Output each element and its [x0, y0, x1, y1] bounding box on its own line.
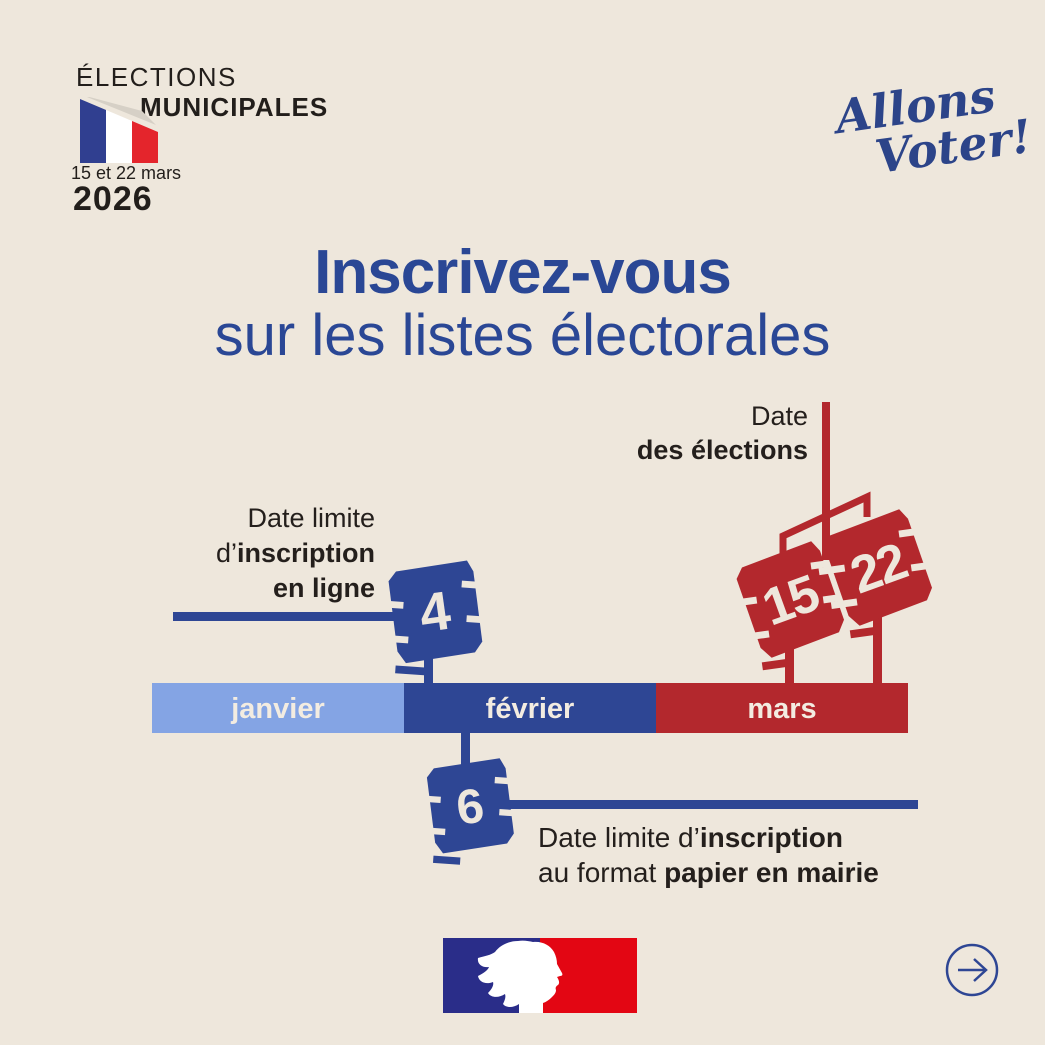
- next-arrow-button[interactable]: [944, 942, 1000, 998]
- online-deadline-label: Date limite d’inscription en ligne: [216, 501, 375, 606]
- page-title: Inscrivez-vous sur les listes électorale…: [0, 242, 1045, 368]
- eyebrow-municipales: MUNICIPALES: [140, 92, 329, 122]
- paper-label-line2-bold: papier en mairie: [664, 857, 879, 888]
- online-label-line: [173, 612, 405, 621]
- elections-bracket: [779, 491, 871, 556]
- month-label-mars: mars: [747, 693, 816, 725]
- marker-badge-22: 22: [818, 509, 938, 639]
- paper-label-line1-pre: Date limite d’: [538, 822, 700, 853]
- title-line1: Inscrivez-vous: [314, 238, 732, 307]
- month-label-janvier: janvier: [230, 693, 325, 725]
- title-line2: sur les listes électorales: [214, 303, 831, 368]
- paper-label-line1-bold: inscription: [699, 822, 843, 853]
- paper-deadline-label: Date limite d’inscription au format papi…: [538, 820, 879, 890]
- elections-label-line: [822, 402, 830, 560]
- marker-badge-4: 4: [378, 560, 492, 676]
- elections-label-line2: des élections: [636, 435, 808, 465]
- arrow-right-icon: [945, 943, 999, 997]
- elections-label-line1: Date: [750, 401, 808, 431]
- eyebrow-elections: ÉLECTIONS: [76, 62, 237, 92]
- header-dates: 15 et 22 mars: [71, 163, 182, 183]
- online-label-line3: en ligne: [272, 573, 375, 603]
- marker-badge-6: 6: [417, 758, 523, 865]
- paper-label-line2-pre: au format: [538, 857, 665, 888]
- elections-date-label: Date des élections: [637, 399, 808, 467]
- french-flag-icon: [80, 97, 158, 163]
- online-label-line2-bold: inscription: [236, 538, 375, 568]
- paper-label-line: [505, 800, 918, 809]
- marker-badge-15: 15: [730, 541, 850, 671]
- marker-6-stem: [461, 733, 470, 775]
- month-label-fevrier: février: [486, 693, 575, 725]
- marker-4-stem: [424, 638, 433, 688]
- marianne-silhouette: [477, 940, 563, 1013]
- month-segment-fevrier: [404, 683, 656, 733]
- online-label-line2-pre: d’: [215, 538, 237, 568]
- month-segment-janvier: [152, 683, 404, 733]
- online-label-line1: Date limite: [247, 503, 375, 533]
- marianne-logo: [443, 938, 637, 1013]
- month-segment-mars: [656, 683, 908, 733]
- marker-22-stem: [873, 615, 882, 688]
- header-year: 2026: [73, 180, 153, 218]
